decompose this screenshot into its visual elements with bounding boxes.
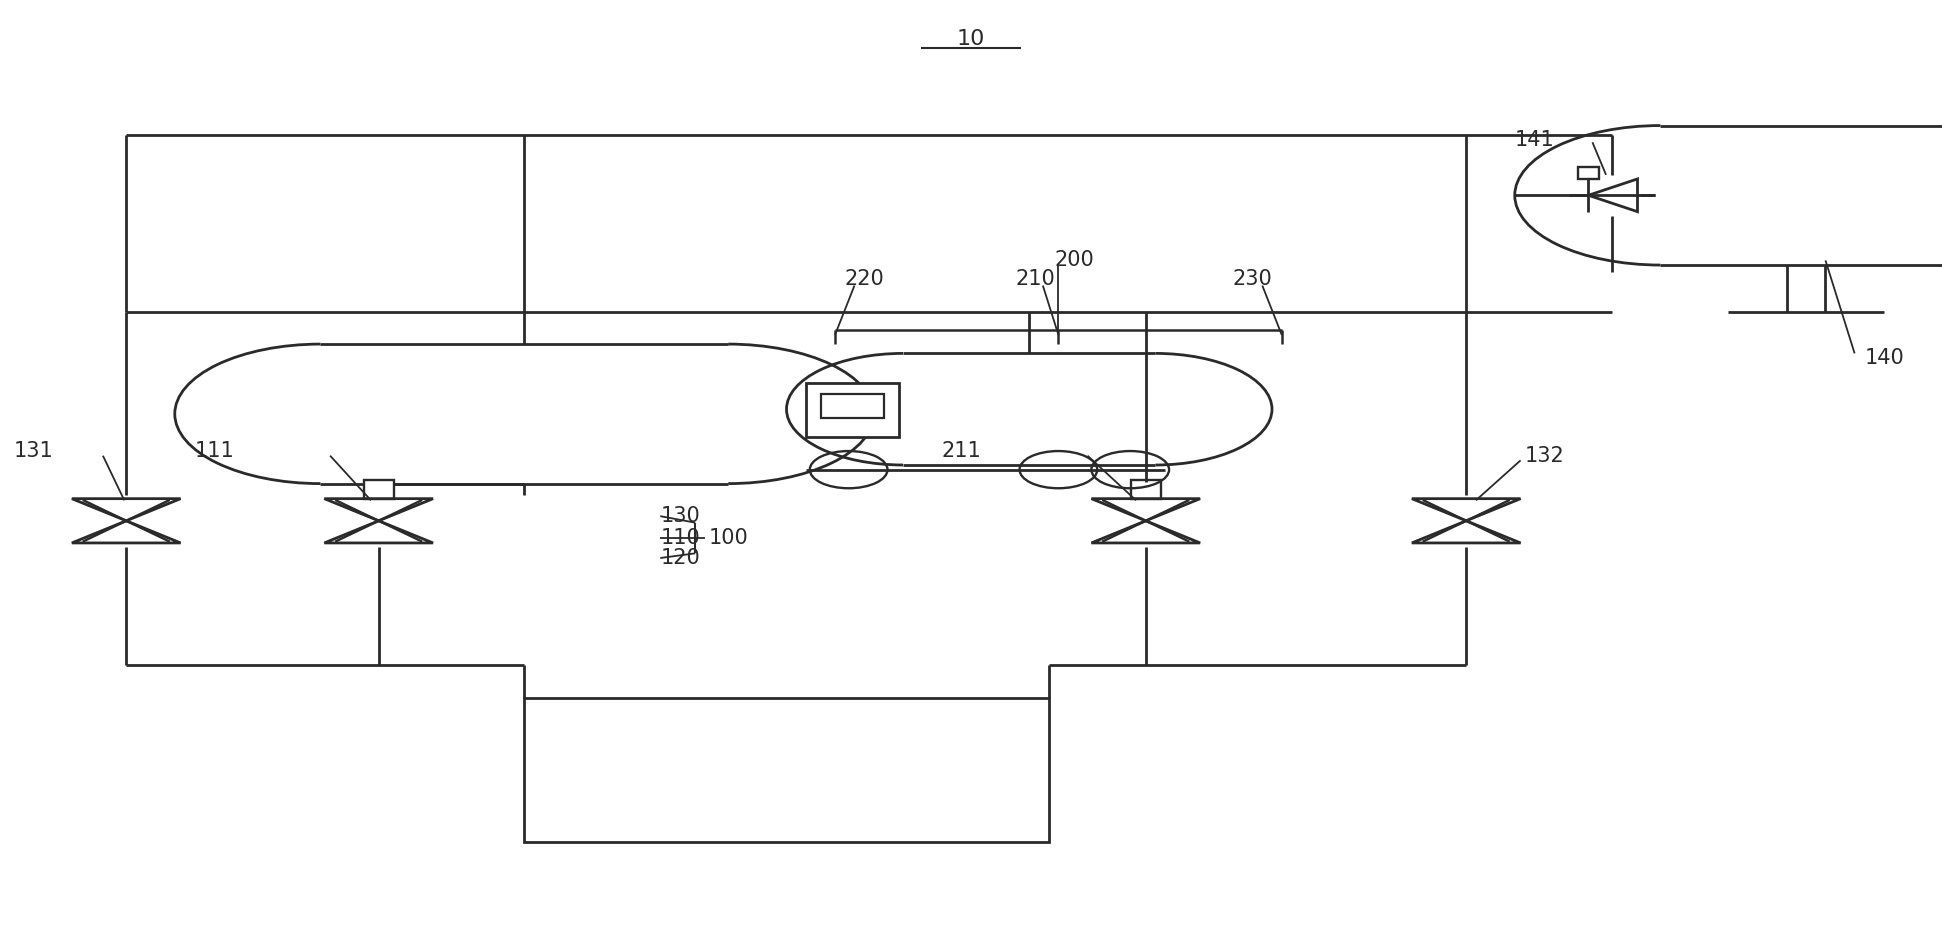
Text: 210: 210 <box>1016 269 1055 289</box>
Text: 130: 130 <box>660 506 699 526</box>
Bar <box>806 383 899 437</box>
Text: 110: 110 <box>660 527 699 548</box>
Text: 10: 10 <box>957 29 985 49</box>
Text: 141: 141 <box>1515 129 1554 150</box>
Text: 220: 220 <box>845 269 884 289</box>
Text: 211: 211 <box>942 441 981 461</box>
Bar <box>524 698 1049 842</box>
Bar <box>363 481 394 498</box>
Text: 120: 120 <box>660 548 699 568</box>
Text: 140: 140 <box>1864 348 1903 368</box>
Bar <box>1577 166 1598 179</box>
Text: 200: 200 <box>1055 250 1093 271</box>
Bar <box>1130 481 1161 498</box>
Text: 132: 132 <box>1524 445 1563 466</box>
Text: 111: 111 <box>194 441 233 461</box>
Text: 100: 100 <box>709 527 748 548</box>
Text: 230: 230 <box>1233 269 1272 289</box>
Bar <box>821 394 884 418</box>
Text: 131: 131 <box>14 441 52 461</box>
